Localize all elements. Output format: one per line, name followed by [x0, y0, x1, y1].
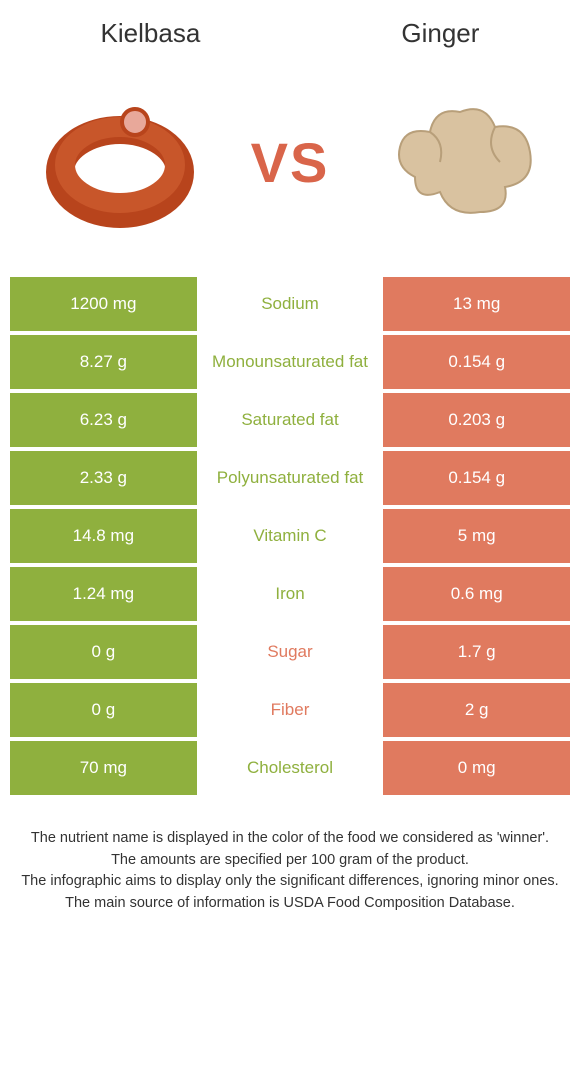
table-row: 2.33 gPolyunsaturated fat0.154 g	[10, 451, 570, 505]
left-value: 0 g	[10, 625, 197, 679]
right-value: 5 mg	[383, 509, 570, 563]
vs-label: VS	[251, 130, 330, 195]
right-value: 0.154 g	[383, 335, 570, 389]
header: Kielbasa Ginger	[0, 0, 580, 57]
table-row: 1200 mgSodium13 mg	[10, 277, 570, 331]
nutrient-label: Cholesterol	[197, 741, 384, 795]
nutrient-label: Iron	[197, 567, 384, 621]
table-row: 14.8 mgVitamin C5 mg	[10, 509, 570, 563]
left-value: 8.27 g	[10, 335, 197, 389]
nutrient-label: Sodium	[197, 277, 384, 331]
nutrient-label: Fiber	[197, 683, 384, 737]
left-title: Kielbasa	[101, 18, 201, 49]
left-value: 2.33 g	[10, 451, 197, 505]
nutrient-label: Polyunsaturated fat	[197, 451, 384, 505]
left-value: 14.8 mg	[10, 509, 197, 563]
nutrient-table: 1200 mgSodium13 mg8.27 gMonounsaturated …	[10, 277, 570, 795]
footer-line: The amounts are specified per 100 gram o…	[20, 851, 560, 871]
right-value: 0.203 g	[383, 393, 570, 447]
right-value: 13 mg	[383, 277, 570, 331]
left-value: 6.23 g	[10, 393, 197, 447]
ginger-image	[370, 82, 550, 242]
right-value: 0 mg	[383, 741, 570, 795]
table-row: 8.27 gMonounsaturated fat0.154 g	[10, 335, 570, 389]
left-value: 1.24 mg	[10, 567, 197, 621]
left-value: 0 g	[10, 683, 197, 737]
kielbasa-image	[30, 82, 210, 242]
table-row: 1.24 mgIron0.6 mg	[10, 567, 570, 621]
footer-line: The main source of information is USDA F…	[20, 894, 560, 914]
nutrient-label: Sugar	[197, 625, 384, 679]
footer-line: The nutrient name is displayed in the co…	[20, 829, 560, 849]
table-row: 0 gFiber2 g	[10, 683, 570, 737]
right-title: Ginger	[401, 18, 479, 49]
nutrient-label: Vitamin C	[197, 509, 384, 563]
table-row: 6.23 gSaturated fat0.203 g	[10, 393, 570, 447]
left-value: 70 mg	[10, 741, 197, 795]
footer-line: The infographic aims to display only the…	[20, 872, 560, 892]
right-value: 2 g	[383, 683, 570, 737]
right-value: 0.154 g	[383, 451, 570, 505]
nutrient-label: Monounsaturated fat	[197, 335, 384, 389]
table-row: 0 gSugar1.7 g	[10, 625, 570, 679]
images-row: VS	[0, 57, 580, 277]
table-row: 70 mgCholesterol0 mg	[10, 741, 570, 795]
right-value: 1.7 g	[383, 625, 570, 679]
footer-notes: The nutrient name is displayed in the co…	[0, 799, 580, 913]
right-value: 0.6 mg	[383, 567, 570, 621]
left-value: 1200 mg	[10, 277, 197, 331]
nutrient-label: Saturated fat	[197, 393, 384, 447]
